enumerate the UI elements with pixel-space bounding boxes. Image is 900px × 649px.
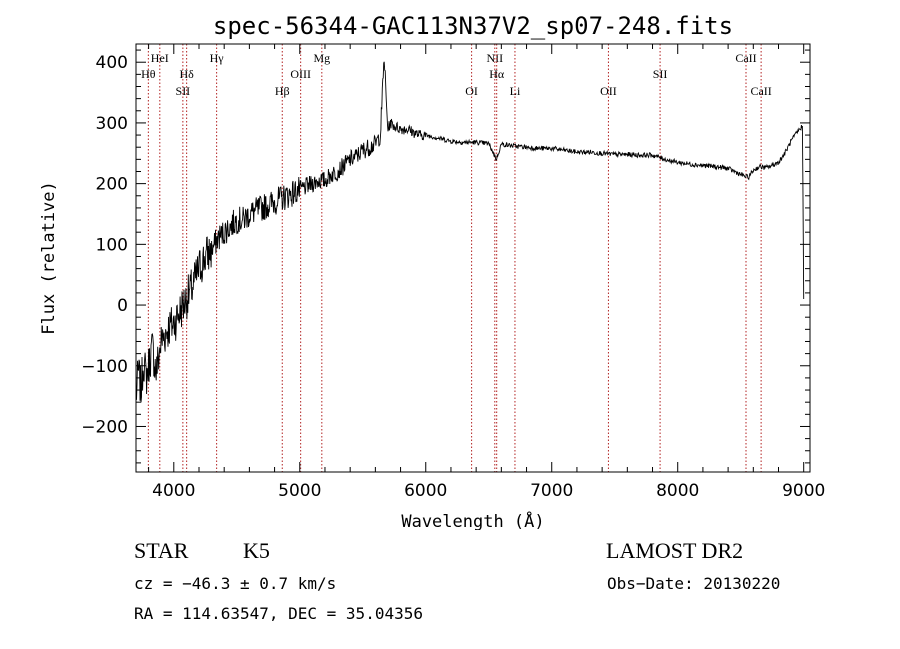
y-tick-label: 100 — [96, 235, 128, 255]
line-label: HeI — [151, 51, 169, 65]
x-tick-label: 8000 — [656, 481, 699, 501]
x-tick-label: 6000 — [404, 481, 447, 501]
line-label: Hδ — [179, 67, 194, 81]
x-tick-label: 4000 — [152, 481, 195, 501]
line-label: CaII — [735, 51, 756, 65]
x-tick-label: 5000 — [278, 481, 321, 501]
plot-frame — [135, 43, 811, 473]
y-tick-label: 200 — [96, 175, 128, 195]
observation-date: Obs−Date: 20130220 — [607, 574, 781, 593]
object-subclass: K5 — [243, 538, 270, 563]
line-label: SII — [653, 67, 668, 81]
y-tick-label: −200 — [81, 417, 128, 437]
line-label: Hβ — [275, 84, 290, 98]
line-label: NII — [486, 51, 503, 65]
line-label: OII — [600, 84, 617, 98]
line-label: OIII — [290, 67, 311, 81]
x-axis-label: Wavelength (Å) — [401, 510, 544, 530]
line-label: Li — [510, 84, 521, 98]
line-label: Mg — [313, 51, 330, 65]
y-tick-label: 300 — [96, 114, 128, 134]
spectrum-line — [135, 61, 805, 403]
survey-label: LAMOST DR2 — [606, 538, 744, 563]
y-tick-label: −100 — [81, 357, 128, 377]
x-tick-label: 7000 — [530, 481, 573, 501]
line-label: Hγ — [210, 51, 225, 65]
object-class: STAR — [134, 538, 189, 563]
line-label: CaII — [750, 84, 771, 98]
redshift-readout: cz = −46.3 ± 0.7 km/s — [134, 574, 337, 593]
line-label: SII — [176, 84, 191, 98]
line-label: OI — [465, 84, 478, 98]
chart-title: spec-56344-GAC113N37V2_sp07-248.fits — [213, 12, 733, 40]
x-tick-label: 9000 — [782, 481, 825, 501]
coordinates-readout: RA = 114.63547, DEC = 35.04356 — [134, 604, 423, 623]
line-label: Hθ — [141, 67, 156, 81]
y-tick-label: 0 — [117, 296, 128, 316]
y-axis-label: Flux (relative) — [39, 181, 59, 335]
line-label: Hα — [489, 67, 505, 81]
y-tick-label: 400 — [96, 53, 128, 73]
